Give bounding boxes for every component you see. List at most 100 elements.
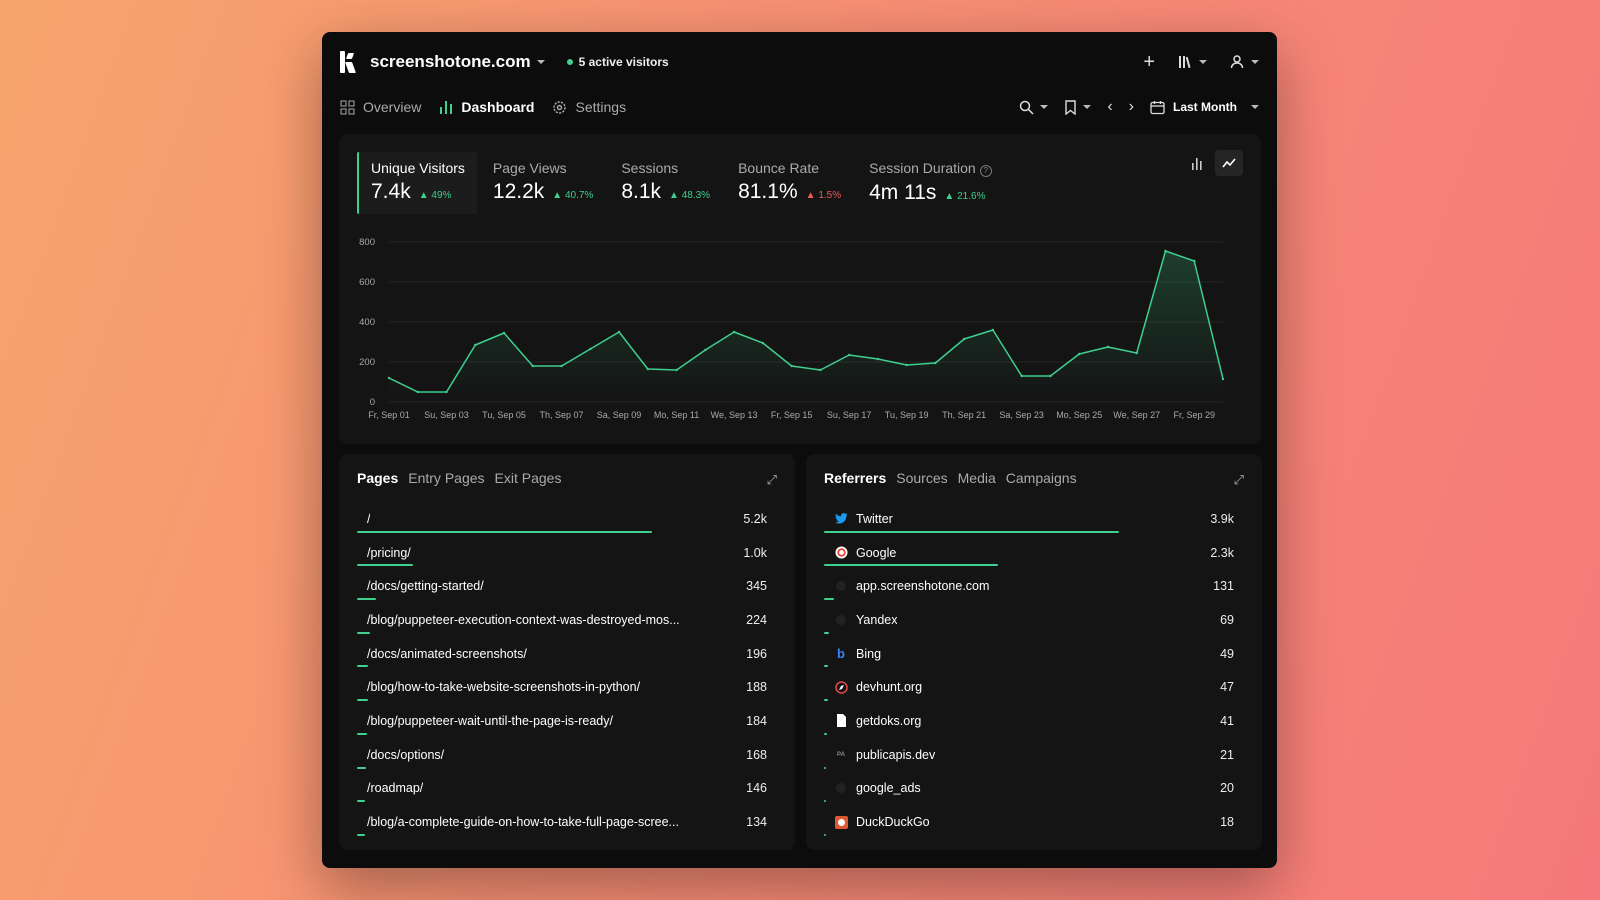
list-item[interactable]: Yandex 69 xyxy=(824,603,1234,637)
visitors-chart-card: Unique Visitors 7.4k ▲ 49% Page Views 12… xyxy=(339,134,1261,444)
list-item-bar xyxy=(824,598,835,601)
globe-icon xyxy=(834,579,848,593)
stat-sessions[interactable]: Sessions 8.1k ▲ 48.3% xyxy=(609,152,722,214)
list-item-bar xyxy=(357,699,368,702)
stat-session-duration[interactable]: Session Duration? 4m 11s ▲ 21.6% xyxy=(857,152,1004,214)
app-logo-icon[interactable] xyxy=(340,51,358,73)
stat-value: 12.2k xyxy=(492,180,545,203)
list-item-value: 196 xyxy=(746,646,767,661)
stat-change-value: 21.6% xyxy=(957,191,986,202)
user-menu-button[interactable] xyxy=(1229,54,1259,70)
data-point xyxy=(1078,352,1081,356)
list-item-label: Bing xyxy=(856,646,882,661)
list-item-bar xyxy=(357,833,365,836)
expand-icon[interactable]: ⤢ xyxy=(766,472,777,487)
next-period-button[interactable]: › xyxy=(1129,98,1134,116)
list-item[interactable]: /blog/a-complete-guide-on-how-to-take-fu… xyxy=(357,805,767,839)
list-item-bar xyxy=(824,833,827,836)
date-range-label: Last Month xyxy=(1173,100,1237,114)
add-icon[interactable]: + xyxy=(1143,50,1155,73)
tab-pages[interactable]: Pages xyxy=(357,470,399,486)
data-point xyxy=(1135,351,1138,355)
chevron-down-icon xyxy=(1251,105,1259,109)
stat-unique-visitors[interactable]: Unique Visitors 7.4k ▲ 49% xyxy=(357,152,477,214)
data-point xyxy=(905,363,908,367)
tab-dashboard[interactable]: Dashboard xyxy=(439,99,534,115)
tab-campaigns[interactable]: Campaigns xyxy=(1005,470,1077,486)
list-item[interactable]: /docs/getting-started/345 xyxy=(357,569,767,603)
list-item-label: app.screenshotone.com xyxy=(856,579,990,594)
list-item[interactable]: /blog/how-to-take-website-screenshots-in… xyxy=(357,670,767,704)
data-point xyxy=(704,348,707,352)
list-item[interactable]: b Bing 49 xyxy=(824,637,1234,671)
list-item[interactable]: Twitter 3.9k xyxy=(824,502,1234,536)
tab-settings[interactable]: Settings xyxy=(552,99,626,115)
list-item-value: 184 xyxy=(746,713,767,728)
data-point xyxy=(387,376,391,380)
data-point xyxy=(560,364,563,368)
list-item-label-wrap: Yandex xyxy=(824,613,897,627)
tab-overview[interactable]: Overview xyxy=(340,99,421,115)
list-item[interactable]: /pricing/1.0k xyxy=(357,536,767,570)
help-icon[interactable]: ? xyxy=(979,165,992,177)
list-item-bar xyxy=(357,564,414,567)
active-status-dot xyxy=(566,59,573,65)
bar-chart-icon xyxy=(1192,157,1202,170)
x-tick-label: Sa, Sep 23 xyxy=(999,410,1044,420)
previous-period-button[interactable]: ‹ xyxy=(1107,98,1112,116)
list-item[interactable]: Google 2.3k xyxy=(824,536,1234,570)
tab-sources[interactable]: Sources xyxy=(896,470,948,486)
list-item[interactable]: /blog/puppeteer-wait-until-the-page-is-r… xyxy=(357,704,767,738)
calendar-icon xyxy=(1150,100,1165,114)
list-item-label: / xyxy=(367,511,371,526)
date-range-selector[interactable]: Last Month xyxy=(1150,100,1259,115)
bookmark-button[interactable] xyxy=(1064,99,1092,115)
list-item[interactable]: google_ads 20 xyxy=(824,772,1234,806)
list-item[interactable]: /roadmap/146 xyxy=(357,772,767,806)
expand-icon[interactable]: ⤢ xyxy=(1233,472,1244,487)
list-item[interactable]: /blog/puppeteer-execution-context-was-de… xyxy=(357,603,767,637)
list-item[interactable]: PA publicapis.dev 21 xyxy=(824,738,1234,772)
x-tick-label: Th, Sep 21 xyxy=(942,410,986,420)
grid-icon xyxy=(340,100,355,114)
tab-entry-pages[interactable]: Entry Pages xyxy=(408,470,485,486)
stat-bounce-rate[interactable]: Bounce Rate 81.1% ▲ 1.5% xyxy=(726,152,853,214)
stat-change: ▲ 49% xyxy=(418,190,452,201)
list-item-value: 168 xyxy=(746,747,767,762)
pages-card: Pages Entry Pages Exit Pages ⤢ / 5.2k/pri… xyxy=(339,454,795,850)
tab-exit-pages[interactable]: Exit Pages xyxy=(494,470,562,486)
list-item-value: 18 xyxy=(1220,815,1234,830)
list-item[interactable]: /docs/animated-screenshots/196 xyxy=(357,637,767,671)
referrers-card: Referrers Sources Media Campaigns ⤢ Twit… xyxy=(806,454,1262,850)
list-item-bar xyxy=(824,699,828,702)
line-chart-toggle[interactable] xyxy=(1215,150,1243,176)
y-tick-label: 800 xyxy=(359,237,375,248)
tab-media[interactable]: Media xyxy=(957,470,996,486)
bar-chart-toggle[interactable] xyxy=(1183,150,1211,176)
list-item[interactable]: devhunt.org 47 xyxy=(824,670,1234,704)
list-item-value: 3.9k xyxy=(1210,511,1234,526)
list-item-value: 20 xyxy=(1220,781,1234,796)
active-visitors: 5 active visitors xyxy=(578,55,669,69)
data-point xyxy=(1221,377,1225,381)
nav-bar: Overview Dashboard Settings ‹ › xyxy=(340,92,1259,122)
list-item[interactable]: app.screenshotone.com 131 xyxy=(824,569,1234,603)
site-selector[interactable]: screenshotone.com xyxy=(370,52,545,72)
list-item-label-wrap: /blog/puppeteer-wait-until-the-page-is-r… xyxy=(357,714,613,728)
library-menu-button[interactable] xyxy=(1177,54,1207,70)
data-point xyxy=(617,330,621,334)
data-point xyxy=(502,331,506,335)
list-item-value: 21 xyxy=(1220,747,1234,762)
search-button[interactable] xyxy=(1019,100,1049,115)
list-item[interactable]: /docs/options/168 xyxy=(357,738,767,772)
stat-page-views[interactable]: Page Views 12.2k ▲ 40.7% xyxy=(481,152,605,214)
list-item[interactable]: / 5.2k xyxy=(357,502,767,536)
list-item[interactable]: getdoks.org 41 xyxy=(824,704,1234,738)
y-tick-label: 200 xyxy=(359,357,375,368)
tab-referrers[interactable]: Referrers xyxy=(824,470,887,486)
stat-label: Bounce Rate xyxy=(738,160,820,176)
visitors-line-chart[interactable]: 0 200 400 600 800 Fr, Sep 01 Su, Sep 03 Tu, Sep… xyxy=(339,232,1261,437)
list-item-bar xyxy=(357,530,653,533)
list-item[interactable]: DuckDuckGo 18 xyxy=(824,805,1234,839)
list-item-label-wrap: DuckDuckGo xyxy=(824,815,930,829)
